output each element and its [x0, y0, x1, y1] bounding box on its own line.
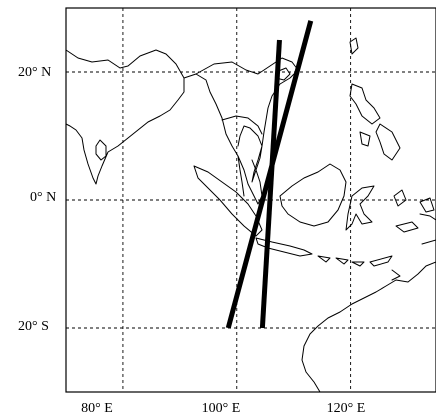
coastline-sri-lanka — [95, 139, 107, 161]
graticule — [66, 8, 436, 392]
coastline-new-guinea — [419, 213, 436, 245]
coastline-australia-north — [391, 269, 401, 281]
coastline-moluccas — [393, 189, 435, 233]
lon-label-80e: 80° E — [81, 401, 113, 416]
lon-label-120e: 120° E — [327, 401, 366, 416]
map-frame — [65, 7, 436, 393]
coastline-myanmar — [183, 73, 245, 197]
coastline-sumatra — [193, 165, 263, 237]
coastlines — [65, 37, 436, 393]
coastline-taiwan — [349, 37, 359, 55]
coastline-australia — [301, 261, 436, 393]
lon-label-100e: 100° E — [202, 401, 241, 416]
coastline-lesser-sunda — [317, 255, 393, 267]
lat-label-20n: 20° N — [18, 65, 51, 80]
lat-labels: 20° N 0° N 20° S — [18, 65, 56, 334]
lat-label-20s: 20° S — [18, 319, 49, 334]
coastline-malay-peninsula — [237, 155, 263, 205]
coastline-indochina — [195, 57, 299, 183]
satellite-tracks — [225, 20, 314, 329]
coastline-philippines — [349, 83, 401, 161]
coastline-java — [255, 237, 313, 257]
satellite-track-2 — [259, 39, 282, 329]
coastline-sulawesi — [345, 185, 375, 231]
coastline-india — [65, 49, 185, 185]
lat-label-0n: 0° N — [30, 190, 56, 205]
lon-labels: 80° E 100° E 120° E — [81, 401, 365, 416]
coastline-gulf-thailand — [221, 115, 263, 135]
coastline-borneo — [279, 163, 347, 227]
